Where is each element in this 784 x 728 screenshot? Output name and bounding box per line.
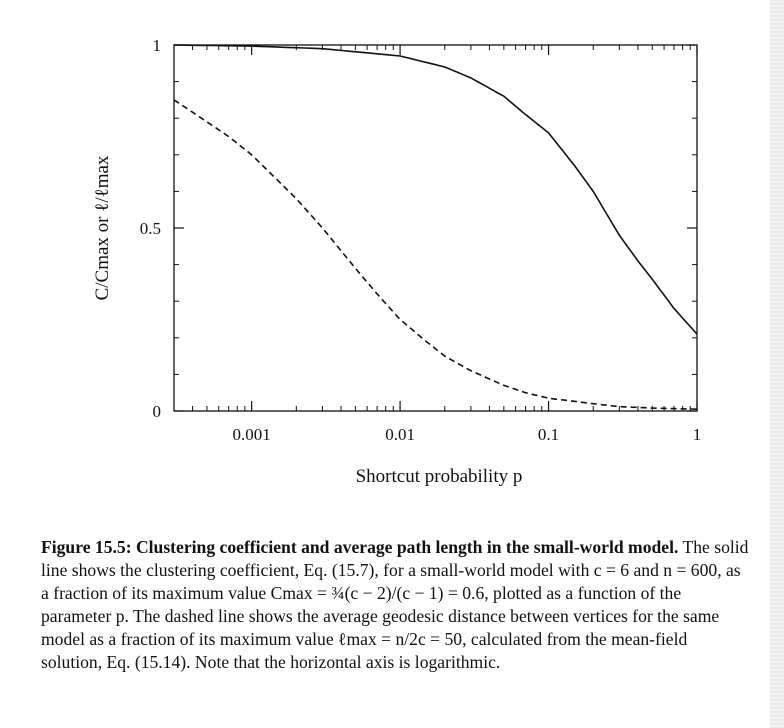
x-tick-label: 0.1	[538, 425, 559, 444]
chart: 0.001 0.01 0.1 1 0 0.5 1 Shortcut probability …	[92, 36, 702, 487]
x-tick-label: 0.01	[385, 425, 415, 444]
minor-ticks	[173, 45, 697, 411]
series-layer	[173, 44, 698, 410]
tick-labels: 0.001 0.01 0.1 1 0 0.5 1	[140, 36, 702, 444]
y-axis-title: C/Cmax or ℓ/ℓmax	[92, 155, 113, 300]
caption-body: The solid line shows the clustering coef…	[41, 537, 749, 672]
major-ticks	[174, 44, 698, 412]
solid-series-line	[173, 44, 698, 335]
x-axis-title: Shortcut probability p	[356, 466, 523, 487]
caption-title: Figure 15.5: Clustering coefficient and …	[41, 537, 679, 557]
x-tick-label: 1	[693, 425, 702, 444]
dashed-series-line	[173, 99, 698, 410]
x-tick-label: 0.001	[233, 425, 271, 444]
page-edge	[770, 0, 784, 728]
y-tick-label: 0	[153, 402, 162, 421]
y-tick-label: 0.5	[140, 219, 161, 238]
figure-caption: Figure 15.5: Clustering coefficient and …	[41, 536, 749, 674]
plot-frame	[173, 44, 698, 412]
y-tick-label: 1	[153, 36, 162, 55]
